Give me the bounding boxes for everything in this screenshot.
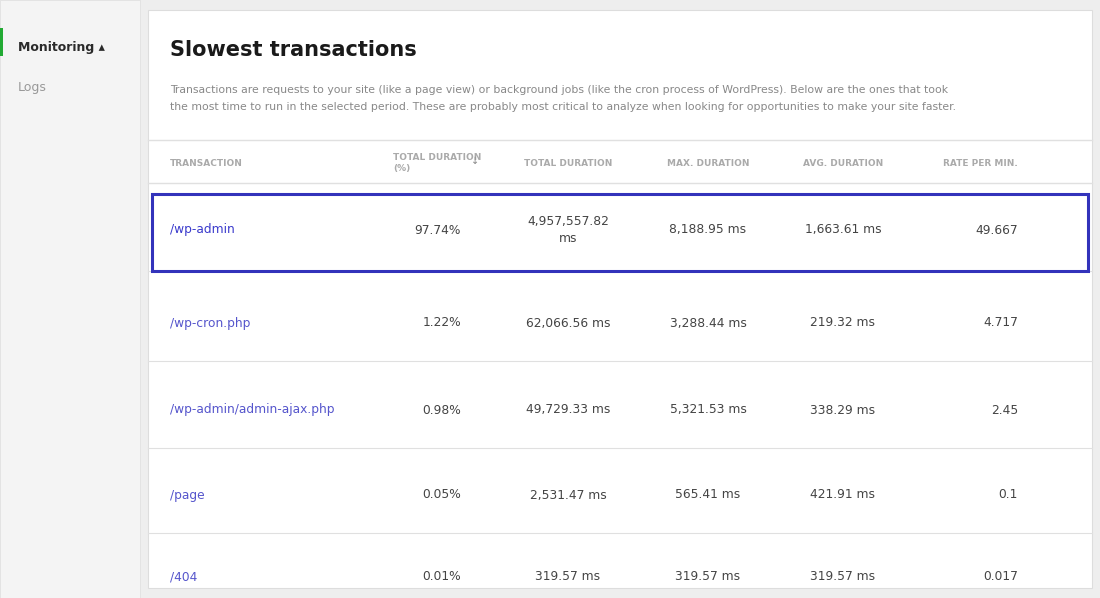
Text: /wp-cron.php: /wp-cron.php xyxy=(170,316,251,329)
Text: 0.017: 0.017 xyxy=(983,570,1018,584)
Text: TOTAL DURATION: TOTAL DURATION xyxy=(524,158,613,167)
Text: 0.1: 0.1 xyxy=(999,489,1018,502)
Text: 319.57 ms: 319.57 ms xyxy=(536,570,601,584)
Text: 8,188.95 ms: 8,188.95 ms xyxy=(670,224,747,236)
Text: 338.29 ms: 338.29 ms xyxy=(811,404,876,416)
Text: 4,957,557.82
ms: 4,957,557.82 ms xyxy=(527,215,609,246)
Text: Monitoring ▴: Monitoring ▴ xyxy=(18,41,104,53)
Text: 0.05%: 0.05% xyxy=(422,489,461,502)
Text: 49,729.33 ms: 49,729.33 ms xyxy=(526,404,610,416)
Text: /page: /page xyxy=(170,489,205,502)
Text: 0.98%: 0.98% xyxy=(422,404,461,416)
Text: MAX. DURATION: MAX. DURATION xyxy=(667,158,749,167)
Text: 0.01%: 0.01% xyxy=(422,570,461,584)
Text: Logs: Logs xyxy=(18,81,47,94)
Text: 1.22%: 1.22% xyxy=(422,316,461,329)
Text: RATE PER MIN.: RATE PER MIN. xyxy=(944,158,1018,167)
Text: 319.57 ms: 319.57 ms xyxy=(675,570,740,584)
Text: 5,321.53 ms: 5,321.53 ms xyxy=(670,404,747,416)
Text: 2.45: 2.45 xyxy=(991,404,1018,416)
Text: 97.74%: 97.74% xyxy=(415,224,461,236)
Text: /wp-admin/admin-ajax.php: /wp-admin/admin-ajax.php xyxy=(170,404,334,416)
Bar xyxy=(0,28,3,56)
Bar xyxy=(152,194,1088,270)
Text: 62,066.56 ms: 62,066.56 ms xyxy=(526,316,610,329)
Bar xyxy=(148,10,1092,588)
Bar xyxy=(0,0,140,598)
Text: TOTAL DURATION
(%): TOTAL DURATION (%) xyxy=(393,153,482,173)
Text: /404: /404 xyxy=(170,570,197,584)
Text: TRANSACTION: TRANSACTION xyxy=(170,158,243,167)
Text: 49.667: 49.667 xyxy=(976,224,1018,236)
Text: 3,288.44 ms: 3,288.44 ms xyxy=(670,316,747,329)
Text: 219.32 ms: 219.32 ms xyxy=(811,316,876,329)
Text: /wp-admin: /wp-admin xyxy=(170,224,234,236)
Text: 1,663.61 ms: 1,663.61 ms xyxy=(805,224,881,236)
Text: 4.717: 4.717 xyxy=(983,316,1018,329)
Text: 2,531.47 ms: 2,531.47 ms xyxy=(529,489,606,502)
Text: 565.41 ms: 565.41 ms xyxy=(675,489,740,502)
Text: ↓: ↓ xyxy=(471,156,480,166)
Text: 421.91 ms: 421.91 ms xyxy=(811,489,876,502)
Text: the most time to run in the selected period. These are probably most critical to: the most time to run in the selected per… xyxy=(170,102,956,112)
Text: Slowest transactions: Slowest transactions xyxy=(170,40,417,60)
Text: 319.57 ms: 319.57 ms xyxy=(811,570,876,584)
Text: Transactions are requests to your site (like a page view) or background jobs (li: Transactions are requests to your site (… xyxy=(170,85,948,95)
Text: AVG. DURATION: AVG. DURATION xyxy=(803,158,883,167)
